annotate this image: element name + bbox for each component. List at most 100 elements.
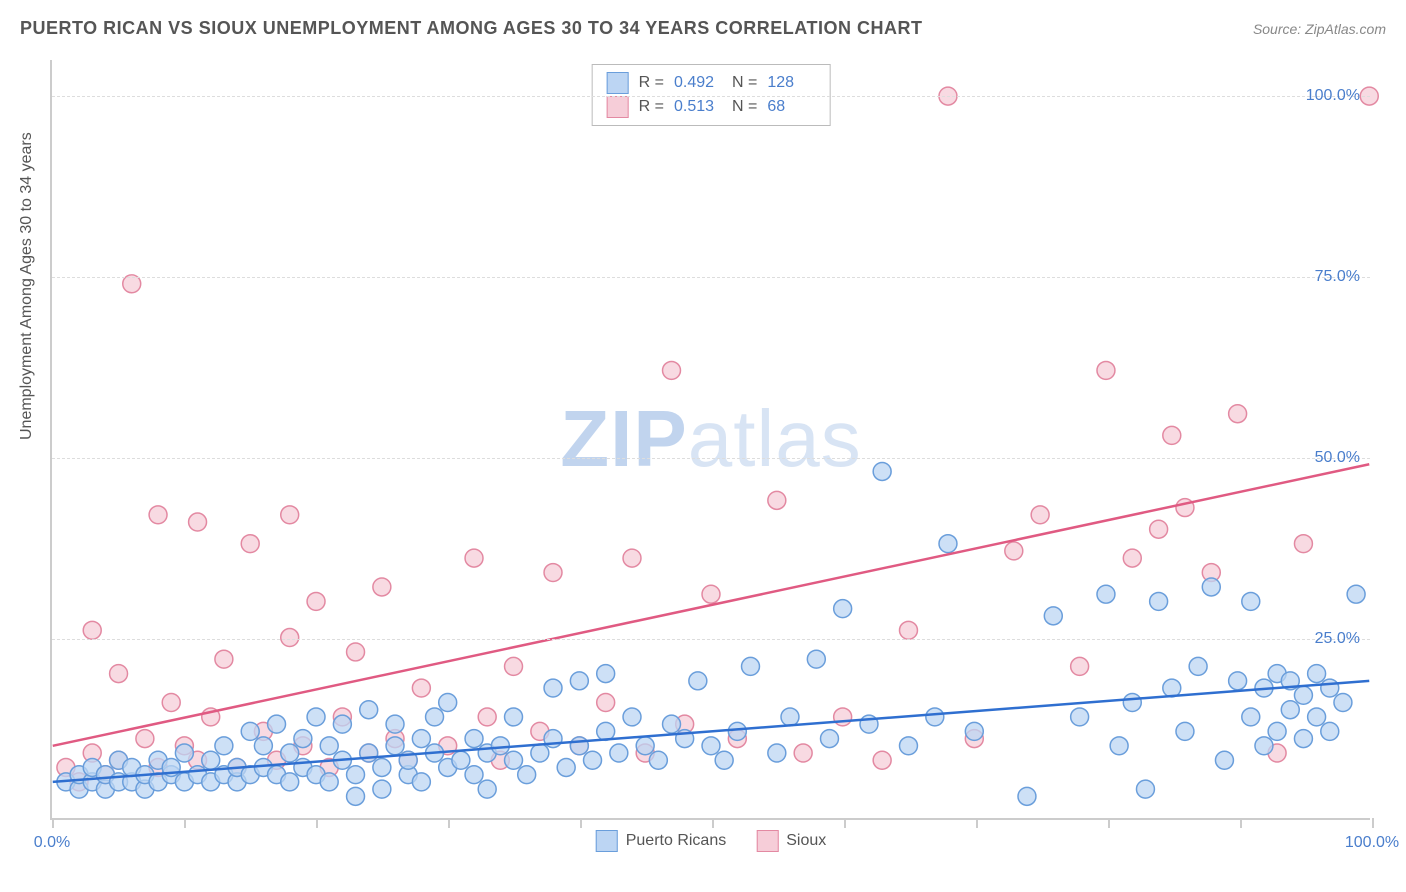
stats-row-1: R = 0.492 N = 128 xyxy=(607,71,816,95)
data-point xyxy=(241,722,259,740)
stats-row-2: R = 0.513 N = 68 xyxy=(607,95,816,119)
data-point xyxy=(663,361,681,379)
stat-n-label-1: N = xyxy=(732,71,757,95)
ytick-label: 25.0% xyxy=(1315,630,1360,648)
data-point xyxy=(926,708,944,726)
data-point xyxy=(412,773,430,791)
xtick xyxy=(1108,818,1110,828)
title-bar: PUERTO RICAN VS SIOUX UNEMPLOYMENT AMONG… xyxy=(20,18,1386,39)
data-point xyxy=(584,751,602,769)
data-point xyxy=(465,730,483,748)
stat-n-value-2: 68 xyxy=(767,95,815,119)
data-point xyxy=(505,657,523,675)
chart-title: PUERTO RICAN VS SIOUX UNEMPLOYMENT AMONG… xyxy=(20,18,922,39)
xtick xyxy=(184,818,186,828)
data-point xyxy=(1150,592,1168,610)
data-point xyxy=(281,506,299,524)
data-point xyxy=(834,600,852,618)
data-point xyxy=(610,744,628,762)
data-point xyxy=(1071,708,1089,726)
gridline xyxy=(52,277,1370,278)
data-point xyxy=(597,694,615,712)
data-point xyxy=(570,672,588,690)
data-point xyxy=(597,665,615,683)
data-point xyxy=(1097,585,1115,603)
data-point xyxy=(807,650,825,668)
data-point xyxy=(1215,751,1233,769)
data-point xyxy=(426,708,444,726)
data-point xyxy=(702,737,720,755)
data-point xyxy=(900,621,918,639)
svg-layer xyxy=(52,60,1370,818)
data-point xyxy=(1308,665,1326,683)
data-point xyxy=(821,730,839,748)
data-point xyxy=(505,708,523,726)
data-point xyxy=(1005,542,1023,560)
data-point xyxy=(873,751,891,769)
data-point xyxy=(518,766,536,784)
stat-r-value-2: 0.513 xyxy=(674,95,722,119)
data-point xyxy=(834,708,852,726)
data-point xyxy=(307,708,325,726)
data-point xyxy=(702,585,720,603)
data-point xyxy=(149,506,167,524)
legend-label-1: Puerto Ricans xyxy=(626,832,727,850)
xtick xyxy=(52,818,54,828)
data-point xyxy=(1242,708,1260,726)
stat-r-label-2: R = xyxy=(639,95,664,119)
xtick xyxy=(1240,818,1242,828)
data-point xyxy=(1097,361,1115,379)
data-point xyxy=(1294,686,1312,704)
data-point xyxy=(1308,708,1326,726)
data-point xyxy=(439,694,457,712)
xtick-label-right: 100.0% xyxy=(1345,834,1399,852)
xtick xyxy=(580,818,582,828)
legend-swatch-2 xyxy=(756,830,778,852)
stat-n-label-2: N = xyxy=(732,95,757,119)
data-point xyxy=(281,629,299,647)
data-point xyxy=(965,722,983,740)
data-point xyxy=(1110,737,1128,755)
data-point xyxy=(412,679,430,697)
data-point xyxy=(715,751,733,769)
data-point xyxy=(1202,578,1220,596)
data-point xyxy=(347,643,365,661)
data-point xyxy=(373,758,391,776)
data-point xyxy=(241,535,259,553)
legend-label-2: Sioux xyxy=(786,832,826,850)
data-point xyxy=(544,564,562,582)
data-point xyxy=(1294,535,1312,553)
data-point xyxy=(1163,426,1181,444)
legend-item-1: Puerto Ricans xyxy=(596,830,727,852)
data-point xyxy=(465,549,483,567)
data-point xyxy=(215,650,233,668)
data-point xyxy=(900,737,918,755)
data-point xyxy=(465,766,483,784)
data-point xyxy=(1150,520,1168,538)
data-point xyxy=(873,463,891,481)
data-point xyxy=(1229,405,1247,423)
data-point xyxy=(268,715,286,733)
data-point xyxy=(162,694,180,712)
data-point xyxy=(544,679,562,697)
data-point xyxy=(663,715,681,733)
data-point xyxy=(320,773,338,791)
data-point xyxy=(1242,592,1260,610)
data-point xyxy=(623,549,641,567)
ytick-label: 100.0% xyxy=(1306,87,1360,105)
data-point xyxy=(307,592,325,610)
data-point xyxy=(557,758,575,776)
data-point xyxy=(505,751,523,769)
data-point xyxy=(1294,730,1312,748)
data-point xyxy=(597,722,615,740)
xtick xyxy=(712,818,714,828)
data-point xyxy=(781,708,799,726)
data-point xyxy=(360,701,378,719)
data-point xyxy=(1123,549,1141,567)
data-point xyxy=(1031,506,1049,524)
gridline xyxy=(52,639,1370,640)
swatch-series-2 xyxy=(607,96,629,118)
data-point xyxy=(373,578,391,596)
data-point xyxy=(623,708,641,726)
data-point xyxy=(1018,787,1036,805)
